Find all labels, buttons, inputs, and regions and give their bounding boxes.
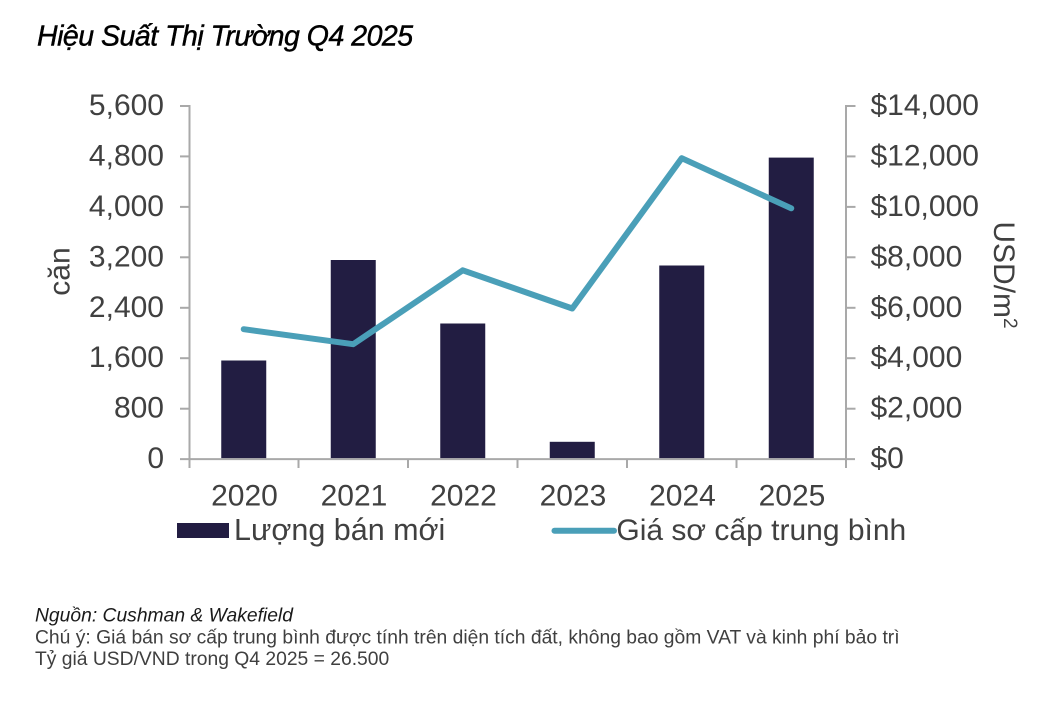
svg-text:5,600: 5,600 bbox=[89, 89, 164, 122]
svg-text:$6,000: $6,000 bbox=[871, 291, 963, 324]
svg-text:$10,000: $10,000 bbox=[871, 190, 979, 223]
svg-text:2021: 2021 bbox=[321, 479, 388, 512]
svg-text:2020: 2020 bbox=[211, 479, 278, 512]
svg-text:2024: 2024 bbox=[649, 479, 716, 512]
svg-text:$12,000: $12,000 bbox=[871, 139, 979, 172]
svg-text:2,400: 2,400 bbox=[89, 291, 164, 324]
svg-text:Tỷ giá USD/VND trong Q4 2025 =: Tỷ giá USD/VND trong Q4 2025 = 26.500 bbox=[35, 649, 389, 670]
svg-text:800: 800 bbox=[114, 392, 164, 425]
svg-text:$0: $0 bbox=[871, 442, 904, 475]
svg-text:căn: căn bbox=[44, 247, 77, 295]
svg-text:3,200: 3,200 bbox=[89, 240, 164, 273]
svg-text:Giá sơ cấp trung bình: Giá sơ cấp trung bình bbox=[616, 514, 906, 547]
svg-text:$14,000: $14,000 bbox=[871, 89, 979, 122]
svg-text:Nguồn: Cushman & Wakefield: Nguồn: Cushman & Wakefield bbox=[35, 606, 294, 627]
svg-text:$4,000: $4,000 bbox=[871, 341, 963, 374]
svg-text:2025: 2025 bbox=[759, 479, 826, 512]
svg-text:Hiệu Suất Thị Trường Q4 2025: Hiệu Suất Thị Trường Q4 2025 bbox=[37, 21, 413, 53]
svg-text:Lượng bán mới: Lượng bán mới bbox=[234, 513, 445, 547]
svg-text:2022: 2022 bbox=[430, 479, 497, 512]
svg-text:4,800: 4,800 bbox=[89, 139, 164, 172]
svg-text:$8,000: $8,000 bbox=[871, 240, 963, 273]
svg-text:$2,000: $2,000 bbox=[871, 392, 963, 425]
svg-text:4,000: 4,000 bbox=[89, 190, 164, 223]
svg-text:USD/m2: USD/m2 bbox=[987, 221, 1021, 328]
svg-text:0: 0 bbox=[147, 442, 164, 475]
svg-text:Chú ý: Giá bán sơ cấp trung bì: Chú ý: Giá bán sơ cấp trung bình được tí… bbox=[35, 627, 900, 648]
svg-text:1,600: 1,600 bbox=[89, 341, 164, 374]
svg-text:2023: 2023 bbox=[540, 479, 607, 512]
